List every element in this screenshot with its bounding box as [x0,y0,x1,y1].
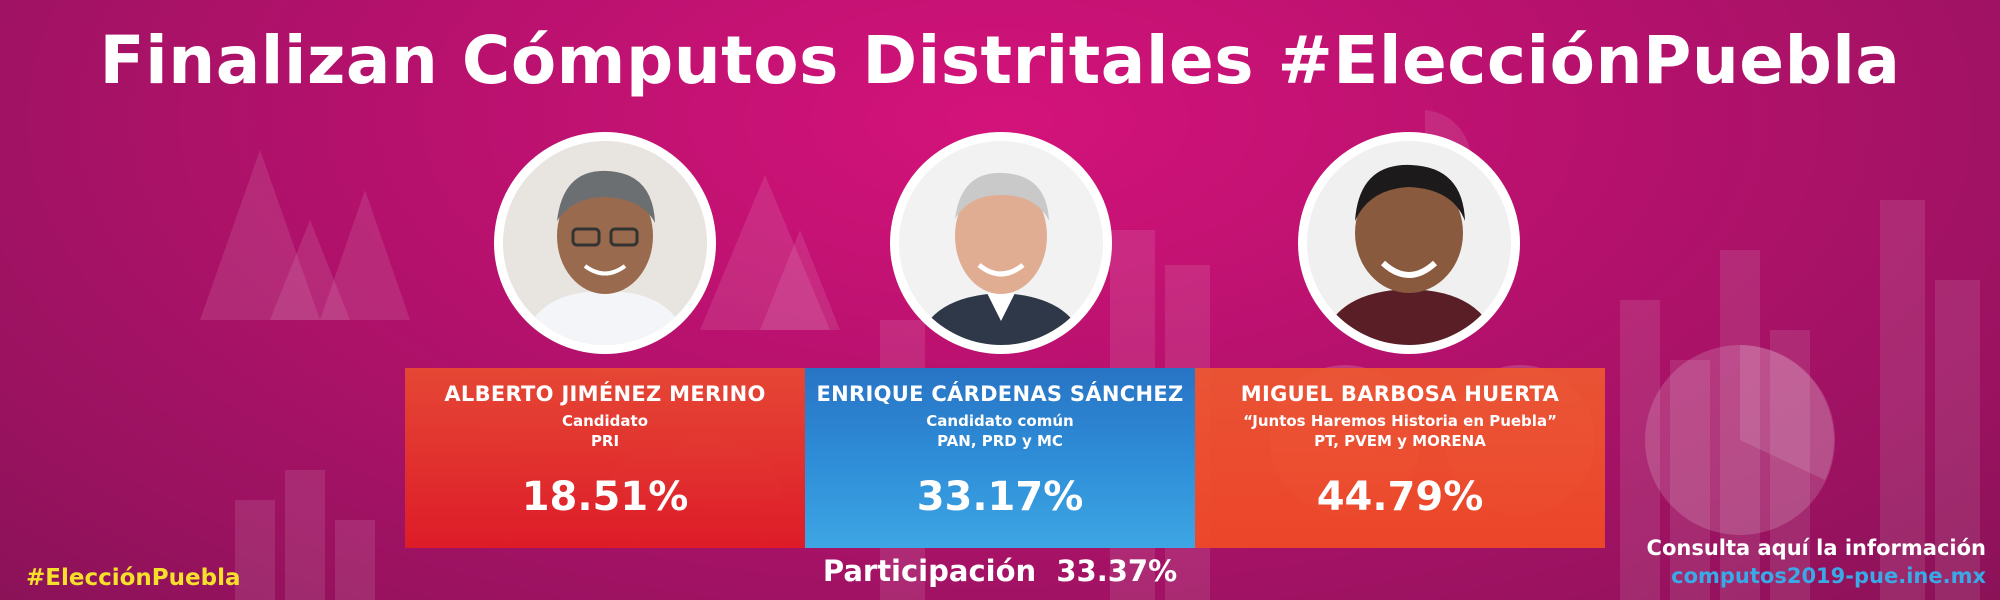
candidate-photo-jimenez [494,132,716,354]
person-photo-icon [503,141,707,345]
candidate-role: Candidato común [926,412,1074,430]
participation-label: Participación [822,554,1037,588]
candidate-name: MIGUEL BARBOSA HUERTA [1240,382,1560,406]
candidate-percent: 18.51% [521,474,689,520]
hashtag: #ElecciónPuebla [26,565,241,591]
candidate-party: PAN, PRD y MC [937,432,1063,450]
person-photo-icon [899,141,1103,345]
person-photo-icon [1307,141,1511,345]
candidate-party: PRI [590,432,620,450]
candidate-name: ENRIQUE CÁRDENAS SÁNCHEZ [816,382,1184,406]
candidate-card-jimenez: ALBERTO JIMÉNEZ MERINO Candidato PRI 18.… [405,368,805,548]
participation: Participación 33.37% [805,554,1195,588]
candidate-card-barbosa: MIGUEL BARBOSA HUERTA “Juntos Haremos Hi… [1195,368,1605,548]
candidate-role: Candidato [561,412,649,430]
candidate-name: ALBERTO JIMÉNEZ MERINO [444,382,766,406]
consulta-text: Consulta aquí la información [1646,536,1986,560]
candidate-photo-cardenas [890,132,1112,354]
consulta-info: Consulta aquí la información computos201… [1647,536,1986,588]
candidate-photo-barbosa [1298,132,1520,354]
candidate-role: “Juntos Haremos Historia en Puebla” [1243,412,1557,430]
candidate-percent: 33.17% [916,474,1084,520]
page-title: Finalizan Cómputos Distritales #Elección… [99,22,1901,99]
candidate-card-cardenas: ENRIQUE CÁRDENAS SÁNCHEZ Candidato común… [805,368,1195,548]
consulta-link[interactable]: computos2019-pue.ine.mx [1671,564,1986,588]
candidate-party: PT, PVEM y MORENA [1314,432,1486,450]
candidate-percent: 44.79% [1316,474,1484,520]
participation-value: 33.37% [1056,554,1178,588]
